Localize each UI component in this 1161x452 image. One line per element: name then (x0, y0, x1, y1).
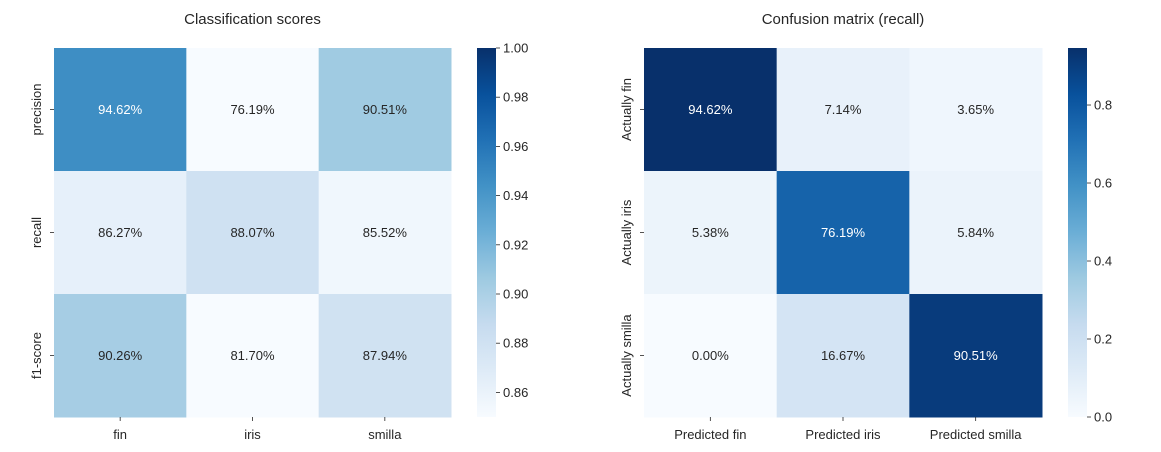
colorbar-tick-label: 0.92 (503, 237, 528, 252)
heatmap-cell (186, 48, 320, 172)
cell-value-label: 90.51% (954, 348, 999, 363)
colorbar (1068, 48, 1087, 417)
x-tick-label-fin: fin (113, 427, 127, 442)
colorbar-tick-label: 1.00 (503, 41, 528, 56)
cell-value-label: 16.67% (821, 348, 866, 363)
y-tick-label-precision: precision (29, 83, 44, 135)
colorbar-tick-label: 0.96 (503, 139, 528, 154)
cell-value-label: 94.62% (688, 102, 733, 117)
heatmap-cell (776, 48, 910, 172)
cell-value-label: 76.19% (821, 225, 866, 240)
heatmap-cell (644, 171, 778, 295)
classification-scores-heatmap: Classification scores 94.62% 76.19% 90.51% 8… (29, 11, 528, 442)
colorbar-tick-label: 0.90 (503, 287, 528, 302)
colorbar-tick-label: 0.88 (503, 336, 528, 351)
heatmap-cell (186, 171, 320, 295)
heatmap-cell (909, 48, 1043, 172)
colorbar-tick-label: 0.0 (1094, 410, 1112, 425)
cell-value-label: 3.65% (957, 102, 994, 117)
colorbar-tick-label: 0.86 (503, 385, 528, 400)
y-tick-label-actually-smilla: Actually smilla (619, 314, 634, 397)
heatmap-cell (909, 294, 1043, 418)
heatmap-cell (318, 48, 452, 172)
heatmap-cell (318, 294, 452, 418)
heatmap-cell (318, 171, 452, 295)
heatmap-cell (644, 294, 778, 418)
heatmap-cell (186, 294, 320, 418)
cell-value-label: 88.07% (230, 225, 275, 240)
x-tick-label-predicted-smilla: Predicted smilla (930, 427, 1023, 442)
chart-title: Classification scores (184, 11, 321, 28)
colorbar (477, 48, 496, 417)
heatmap-cell (776, 294, 910, 418)
x-tick-label-smilla: smilla (368, 427, 402, 442)
cell-value-label: 94.62% (98, 102, 143, 117)
cell-value-label: 85.52% (363, 225, 408, 240)
heatmap-cell (54, 48, 187, 172)
colorbar-tick-label: 0.94 (503, 188, 528, 203)
y-tick-label-actually-iris: Actually iris (619, 199, 634, 265)
cell-value-label: 86.27% (98, 225, 143, 240)
cell-value-label: 5.84% (957, 225, 994, 240)
colorbar-tick-label: 0.4 (1094, 254, 1112, 269)
cell-value-label: 90.26% (98, 348, 143, 363)
heatmap-cell (776, 171, 910, 295)
cell-value-label: 5.38% (692, 225, 729, 240)
colorbar-tick-label: 0.8 (1094, 98, 1112, 113)
confusion-matrix-heatmap: Confusion matrix (recall) 94.62% 7.14% 3.65… (619, 11, 1112, 442)
heatmap-cell (644, 48, 778, 172)
cell-value-label: 90.51% (363, 102, 408, 117)
heatmap-cell (54, 171, 187, 295)
cell-value-label: 87.94% (363, 348, 408, 363)
colorbar-tick-label: 0.6 (1094, 176, 1112, 191)
y-tick-label-actually-fin: Actually fin (619, 78, 634, 141)
chart-title: Confusion matrix (recall) (762, 11, 925, 28)
cell-value-label: 76.19% (230, 102, 275, 117)
x-tick-label-iris: iris (244, 427, 261, 442)
cell-value-label: 0.00% (692, 348, 729, 363)
heatmap-cell (54, 294, 187, 418)
y-tick-label-f1-score: f1-score (29, 332, 44, 379)
heatmap-cell (909, 171, 1043, 295)
x-tick-label-predicted-fin: Predicted fin (674, 427, 746, 442)
colorbar-tick-label: 0.98 (503, 90, 528, 105)
cell-value-label: 81.70% (230, 348, 275, 363)
colorbar-tick-label: 0.2 (1094, 332, 1112, 347)
y-tick-label-recall: recall (29, 217, 44, 248)
x-tick-label-predicted-iris: Predicted iris (805, 427, 881, 442)
cell-value-label: 7.14% (825, 102, 862, 117)
